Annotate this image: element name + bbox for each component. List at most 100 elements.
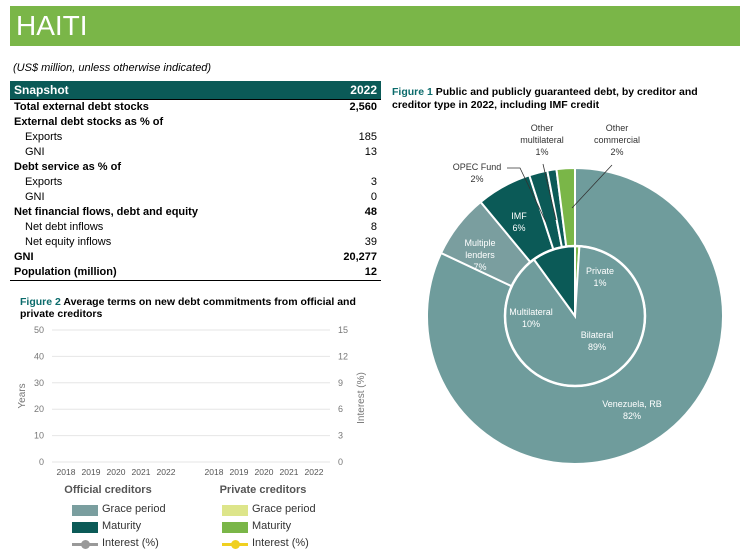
snapshot-row: Total external debt stocks 2,560 (10, 98, 381, 115)
snapshot-row: GNI 13 (10, 145, 381, 160)
snapshot-row-label: Net equity inflows (25, 236, 112, 248)
snapshot-row-value: 3 (370, 176, 377, 188)
leader-line-opec (507, 167, 547, 223)
pie-label-venezuela: Venezuela, RB 82% (602, 399, 662, 421)
x-tick-label: 2018 (57, 467, 76, 477)
pie-label-imf: IMF 6% (511, 211, 527, 233)
snapshot-row-value: 48 (364, 206, 377, 218)
x-tick-label: 2022 (157, 467, 176, 477)
panel-label: Private creditors (220, 484, 307, 496)
pie-label-line: multilateral (520, 135, 564, 145)
pie-label-private: Private 1% (586, 266, 614, 288)
unit-note: (US$ million, unless otherwise indicated… (13, 62, 212, 74)
pie-label-line: 2% (470, 174, 483, 184)
snapshot-row-label: Total external debt stocks (10, 98, 315, 115)
pie-label-line: Multilateral (509, 307, 553, 317)
y2-tick-label: 12 (338, 351, 348, 361)
pie-label-line: Bilateral (581, 330, 614, 340)
legend-label: Grace period (102, 503, 166, 515)
figure1-number: Figure 1 (392, 86, 433, 98)
leader-line-other-multilateral (542, 163, 557, 221)
pie-label-line: 89% (588, 342, 606, 352)
pie-label-line: 2% (610, 147, 623, 157)
x-tick-label: 2019 (230, 467, 249, 477)
snapshot-row-value: 39 (364, 236, 377, 248)
legend-label: Interest (%) (102, 537, 159, 549)
pie-label-other-multilateral: Other multilateral 1% (520, 123, 564, 157)
legend-label: Maturity (252, 520, 292, 532)
snapshot-row: Net debt inflows 8 (10, 220, 381, 235)
pie-label-other-commercial: Other commercial 2% (594, 123, 640, 157)
pie-label-line: 1% (535, 147, 548, 157)
pie-inner-border (503, 244, 647, 388)
pie-label-line: 6% (512, 223, 525, 233)
y2-tick-label: 15 (338, 325, 348, 335)
legend-swatch (222, 522, 248, 533)
pie-label-line: IMF (511, 211, 527, 221)
snapshot-row-value: 20,277 (343, 251, 377, 263)
pie-label-line: 7% (473, 262, 486, 272)
pie-label-line: 1% (593, 278, 606, 288)
snapshot-row-label: Population (million) (10, 264, 315, 281)
legend-label: Maturity (102, 520, 142, 532)
pie-label-line: Other (606, 123, 629, 133)
pie-label-line: commercial (594, 135, 640, 145)
x-tick-label: 2021 (132, 467, 151, 477)
snapshot-row-value: 185 (358, 131, 377, 143)
x-tick-label: 2022 (305, 467, 324, 477)
y2-tick-label: 0 (338, 457, 343, 467)
y2-axis-label: Interest (%) (356, 372, 367, 424)
legend-label: Interest (%) (252, 537, 309, 549)
snapshot-row-label: Exports (25, 176, 63, 188)
snapshot-row-value: 12 (314, 264, 381, 281)
legend-line-marker (222, 540, 248, 549)
y-tick-label: 30 (34, 378, 44, 388)
legend-swatch (72, 522, 98, 533)
snapshot-row: GNI 0 (10, 190, 381, 205)
snapshot-row-label: Net financial flows, debt and equity (14, 206, 198, 218)
y-tick-label: 40 (34, 351, 44, 361)
snapshot-row: Net equity inflows 39 (10, 235, 381, 250)
y-tick-label: 10 (34, 431, 44, 441)
figure1-title-text: Public and publicly guaranteed debt, by … (392, 86, 698, 111)
snapshot-row: Population (million) 12 (10, 264, 381, 281)
pie-label-line: 82% (623, 411, 641, 421)
snapshot-row: Debt service as % of (10, 160, 381, 175)
snapshot-row: External debt stocks as % of (10, 115, 381, 130)
pie-label-opec: OPEC Fund 2% (453, 162, 502, 184)
pie-label-multiple-lenders: Multiple lenders 7% (464, 238, 495, 272)
x-tick-label: 2018 (205, 467, 224, 477)
legend-dot (231, 540, 240, 549)
pie-label-line: Venezuela, RB (602, 399, 662, 409)
snapshot-row: Net financial flows, debt and equity 48 (10, 205, 381, 220)
pie-label-line: 10% (522, 319, 540, 329)
x-tick-label: 2021 (280, 467, 299, 477)
pie-label-line: Other (531, 123, 554, 133)
x-tick-label: 2019 (82, 467, 101, 477)
figure2-number: Figure 2 (20, 296, 61, 308)
snapshot-row: Exports 185 (10, 130, 381, 145)
pie-label-line: lenders (465, 250, 495, 260)
y-tick-label: 0 (39, 457, 44, 467)
y2-tick-label: 9 (338, 378, 343, 388)
snapshot-row: GNI 20,277 (10, 250, 381, 265)
y2-tick-label: 6 (338, 404, 343, 414)
y-tick-label: 50 (34, 325, 44, 335)
snapshot-row-label: Exports (25, 131, 63, 143)
pie-label-bilateral: Bilateral 89% (581, 330, 614, 352)
pie-label-line: Private (586, 266, 614, 276)
snapshot-row-label: External debt stocks as % of (14, 116, 164, 128)
panel-label: Official creditors (64, 484, 151, 496)
snapshot-row-label: Net debt inflows (25, 221, 104, 233)
snapshot-title: Snapshot (14, 82, 69, 97)
country-title: HAITI (16, 10, 88, 41)
snapshot-year: 2022 (350, 82, 377, 97)
snapshot-row: Exports 3 (10, 175, 381, 190)
legend-label: Grace period (252, 503, 316, 515)
y-axis-label: Years (17, 383, 28, 408)
snapshot-row-label: GNI (14, 251, 34, 263)
x-tick-label: 2020 (107, 467, 126, 477)
pie-label-line: OPEC Fund (453, 162, 502, 172)
